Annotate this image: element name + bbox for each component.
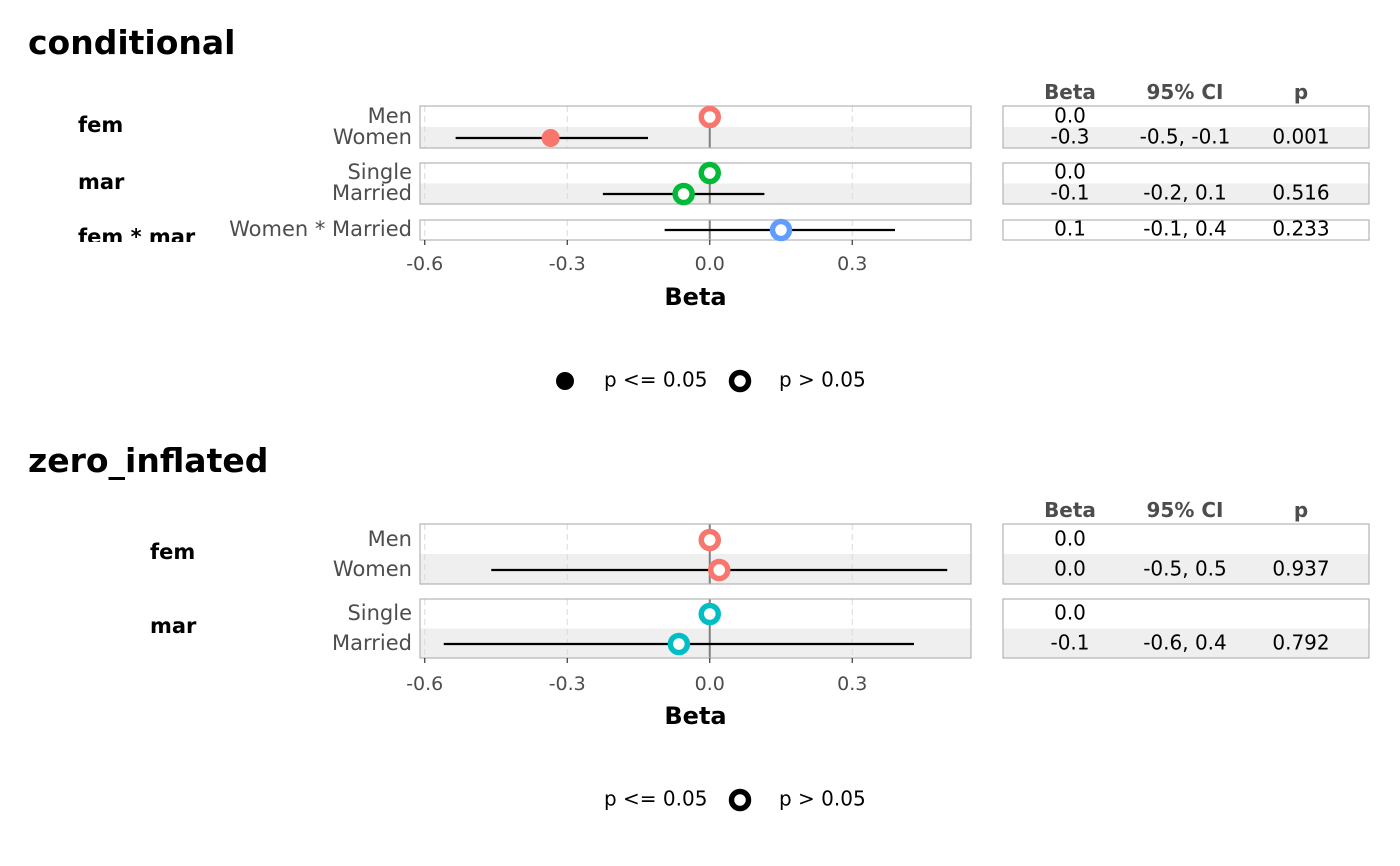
table-cell-ci: -0.2, 0.1 xyxy=(1143,181,1227,205)
group-fem: fem Men 0.0 Women 0.0 -0.5, 0.5 0.937 xyxy=(150,523,1370,585)
legend-label: p > 0.05 xyxy=(779,787,866,811)
x-tick-label: -0.3 xyxy=(549,673,586,695)
x-tick-label: 0.3 xyxy=(837,673,867,695)
group-fem: fem Men 0.0 Women -0.3 -0.5, -0.1 0.001 xyxy=(78,104,1370,149)
term-label: Women xyxy=(333,557,412,581)
estimate-point xyxy=(698,602,721,626)
term-label: Married xyxy=(332,631,412,655)
group-mar: mar Single 0.0 Married -0.1 -0.6, 0.4 0.792 xyxy=(150,598,1370,659)
table-row-stripe xyxy=(1003,183,1369,204)
group-label: mar xyxy=(78,170,125,194)
legend-label: p > 0.05 xyxy=(779,368,866,392)
term-label: Men xyxy=(368,104,412,128)
x-tick-label: 0.0 xyxy=(695,673,725,695)
group-label: fem * mar xyxy=(78,225,196,249)
table-header-beta: Beta xyxy=(1044,498,1096,522)
table-cell-ci: -0.1, 0.4 xyxy=(1143,217,1227,241)
table-panel xyxy=(1002,523,1370,585)
plot-panel xyxy=(419,598,972,659)
plot-panel xyxy=(419,219,972,241)
estimate-point xyxy=(698,105,721,129)
table-cell-p: 0.516 xyxy=(1272,181,1329,205)
estimate-point xyxy=(698,528,721,552)
x-tick-label: -0.6 xyxy=(406,673,443,695)
estimate-point xyxy=(541,129,560,147)
table-cell-ci: -0.5, 0.5 xyxy=(1143,557,1227,581)
table-cell-beta: -0.1 xyxy=(1050,181,1089,205)
plot-panel xyxy=(419,162,972,205)
table-header-95-ci: 95% CI xyxy=(1147,498,1224,522)
table-cell-beta: -0.1 xyxy=(1050,631,1089,655)
table-cell-ci: -0.6, 0.4 xyxy=(1143,631,1227,655)
table-panel xyxy=(1002,162,1370,205)
x-tick-label: -0.6 xyxy=(406,253,443,275)
term-label: Men xyxy=(368,527,412,551)
table-cell-beta: -0.3 xyxy=(1050,125,1089,149)
table-row-stripe xyxy=(1003,628,1369,658)
term-label: Women * Married xyxy=(229,217,412,241)
table-panel xyxy=(1002,219,1370,241)
estimate-point xyxy=(708,558,731,582)
table-cell-p: 0.792 xyxy=(1272,631,1329,655)
group-mar: mar Single 0.0 Married -0.1 -0.2, 0.1 0.516 xyxy=(78,160,1370,206)
table-row-stripe xyxy=(1003,554,1369,584)
x-tick-label: -0.3 xyxy=(549,253,586,275)
legend-hollow-dot xyxy=(728,369,752,393)
estimate-point xyxy=(672,182,695,206)
term-label: Single xyxy=(347,601,412,625)
table-cell-beta: 0.0 xyxy=(1054,601,1086,625)
table-header-beta: Beta xyxy=(1044,80,1096,104)
table-cell-p: 0.233 xyxy=(1272,217,1329,241)
table-cell-beta: 0.0 xyxy=(1054,160,1086,184)
chart-title: conditional xyxy=(28,23,236,62)
estimate-point xyxy=(769,218,793,242)
chart-0: conditional Beta 95% CI p fem Men 0.0 Women -0.3… xyxy=(28,23,1370,393)
group-fem-mar: fem * mar Women * Married 0.1 -0.1, 0.4 0.23… xyxy=(78,217,1370,249)
chart-1: zero_inflated Beta 95% CI p fem Men 0.0 Women 0.… xyxy=(28,441,1370,812)
legend-hollow-dot xyxy=(728,788,752,812)
legend-label: p <= 0.05 xyxy=(604,368,707,392)
table-cell-beta: 0.0 xyxy=(1054,527,1086,551)
table-header-p: p xyxy=(1294,498,1308,522)
x-tick-label: 0.0 xyxy=(695,253,725,275)
x-tick-label: 0.3 xyxy=(837,253,867,275)
table-cell-ci: -0.5, -0.1 xyxy=(1140,125,1231,149)
chart-title: zero_inflated xyxy=(28,441,268,480)
table-cell-p: 0.001 xyxy=(1272,125,1329,149)
estimate-point xyxy=(667,632,691,656)
plot-panel xyxy=(419,105,972,149)
legend-label: p <= 0.05 xyxy=(604,787,707,811)
table-panel xyxy=(1002,598,1370,659)
x-axis-label: Beta xyxy=(664,702,726,730)
plot-panel xyxy=(419,523,972,585)
table-panel xyxy=(1002,105,1370,149)
estimate-point xyxy=(698,161,721,185)
table-cell-beta: 0.1 xyxy=(1054,217,1086,241)
term-label: Women xyxy=(333,125,412,149)
table-row-stripe xyxy=(1003,127,1369,148)
table-cell-p: 0.937 xyxy=(1272,557,1329,581)
group-label: fem xyxy=(78,113,123,137)
table-header-p: p xyxy=(1294,80,1308,104)
term-label: Married xyxy=(332,181,412,205)
term-label: Single xyxy=(347,160,412,184)
legend-filled-dot xyxy=(556,372,574,390)
table-cell-beta: 0.0 xyxy=(1054,557,1086,581)
group-label: fem xyxy=(150,540,195,564)
table-header-95-ci: 95% CI xyxy=(1147,80,1224,104)
group-label: mar xyxy=(150,614,197,638)
table-cell-beta: 0.0 xyxy=(1054,104,1086,128)
x-axis-label: Beta xyxy=(664,283,726,311)
